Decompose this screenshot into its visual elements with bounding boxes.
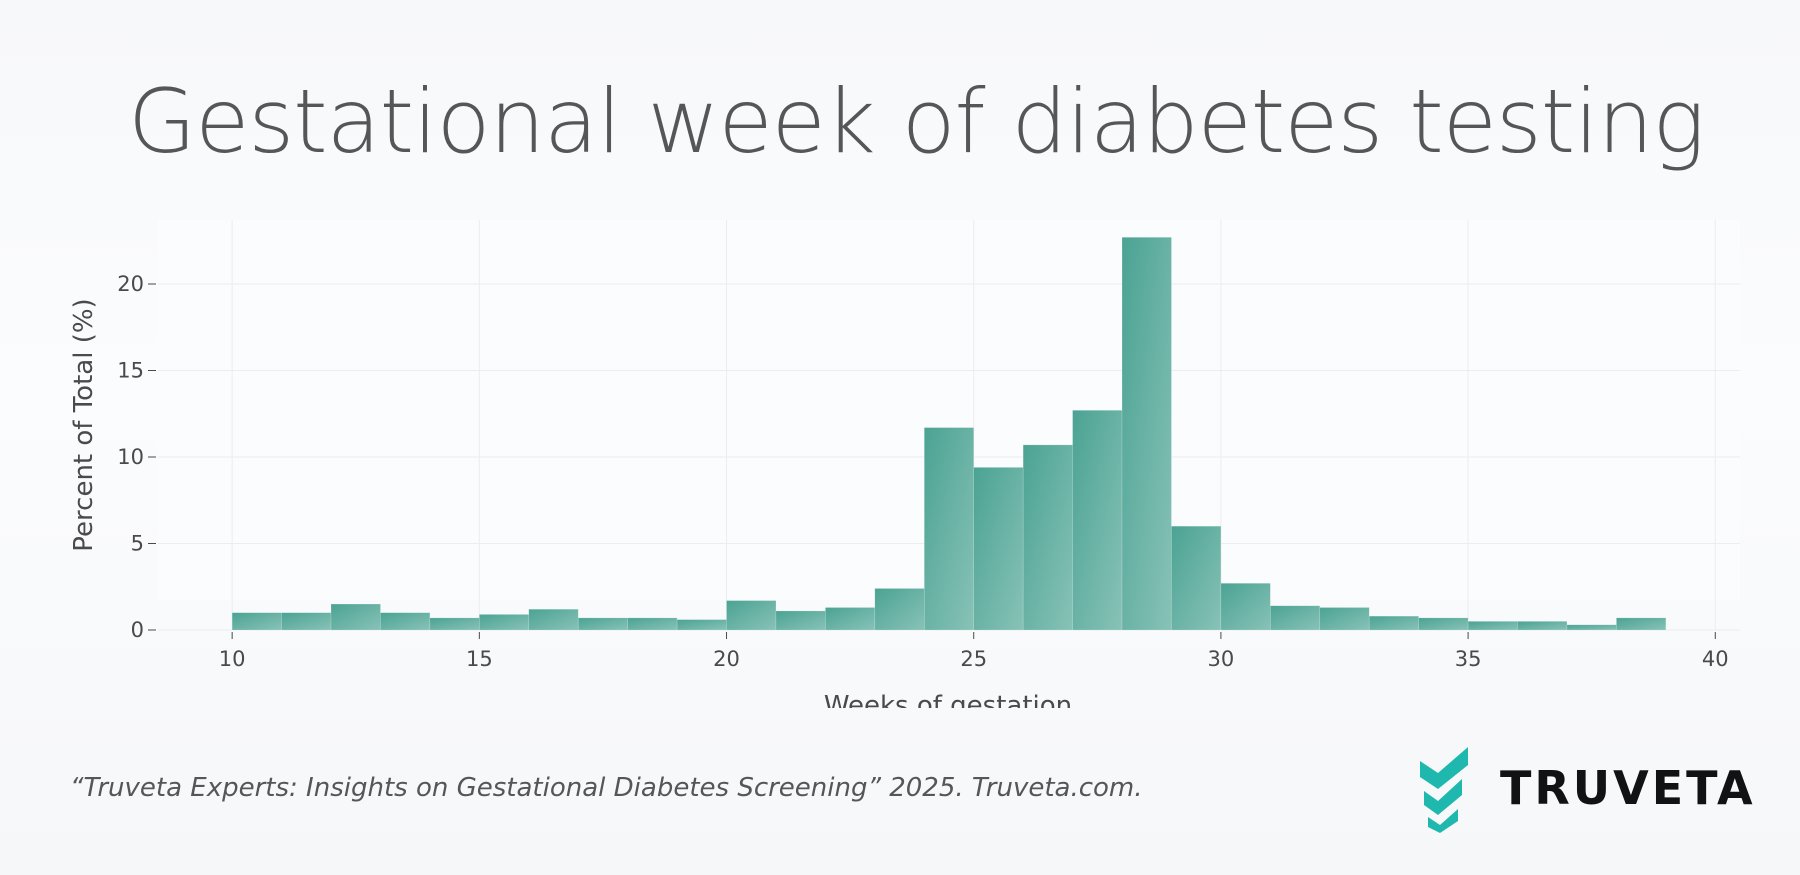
histogram-bar xyxy=(825,607,876,631)
histogram-bar xyxy=(1270,605,1321,631)
truveta-chevron-logo-icon xyxy=(1420,747,1468,833)
histogram-bar xyxy=(1022,444,1073,631)
histogram-bar xyxy=(528,608,579,631)
histogram-bar xyxy=(479,614,530,631)
source-citation: “Truveta Experts: Insights on Gestationa… xyxy=(70,773,1143,803)
histogram-bar xyxy=(1121,236,1172,631)
histogram-bars xyxy=(231,236,1667,631)
histogram-bar xyxy=(1319,607,1370,631)
histogram-bar xyxy=(380,612,431,631)
histogram-bar xyxy=(577,617,628,631)
histogram-bar xyxy=(923,427,975,631)
histogram-bar xyxy=(1467,621,1518,631)
histogram-bar xyxy=(1418,617,1469,631)
x-tick-label: 40 xyxy=(1702,647,1729,671)
histogram-bar xyxy=(1368,615,1419,631)
histogram-bar xyxy=(231,612,282,631)
histogram-bar xyxy=(973,467,1024,631)
y-axis-title: Percent of Total (%) xyxy=(69,298,99,551)
histogram-bar xyxy=(1616,617,1667,631)
y-tick-label: 0 xyxy=(131,618,144,642)
x-tick-label: 10 xyxy=(219,647,246,671)
histogram-bar xyxy=(1072,409,1123,631)
axis-ticks: 0 5 10 15 20 10 15 20 25 30 35 40 xyxy=(117,272,1728,671)
logo-wordmark: TRUVETA xyxy=(1500,761,1756,815)
y-tick-label: 15 xyxy=(117,359,144,383)
x-tick-label: 30 xyxy=(1208,647,1235,671)
histogram-bar xyxy=(874,588,925,631)
histogram-bar xyxy=(775,610,826,631)
histogram-bar xyxy=(1566,624,1617,631)
x-tick-label: 20 xyxy=(713,647,740,671)
truveta-logo: TRUVETA xyxy=(1418,743,1756,833)
y-tick-label: 10 xyxy=(117,445,144,469)
histogram-bar xyxy=(1220,582,1271,631)
x-axis-title: Weeks of gestation xyxy=(824,691,1072,710)
histogram-bar xyxy=(429,617,480,631)
histogram-bar xyxy=(1517,621,1568,631)
histogram-svg: 0 5 10 15 20 10 15 20 25 30 35 40 Percent of Total … xyxy=(69,220,1740,710)
x-tick-label: 35 xyxy=(1455,647,1482,671)
page-title: Gestational week of diabetes testing xyxy=(128,70,1705,173)
histogram-chart: 0 5 10 15 20 10 15 20 25 30 35 40 Percent of Total … xyxy=(0,210,1800,710)
y-tick-label: 20 xyxy=(117,272,144,296)
histogram-bar xyxy=(281,612,332,631)
histogram-bar xyxy=(627,617,678,631)
histogram-bar xyxy=(726,600,777,631)
y-tick-label: 5 xyxy=(131,532,144,556)
x-tick-label: 25 xyxy=(960,647,987,671)
x-tick-label: 15 xyxy=(466,647,493,671)
histogram-bar xyxy=(676,619,727,631)
histogram-bar xyxy=(1171,525,1222,631)
histogram-bar xyxy=(330,603,381,631)
